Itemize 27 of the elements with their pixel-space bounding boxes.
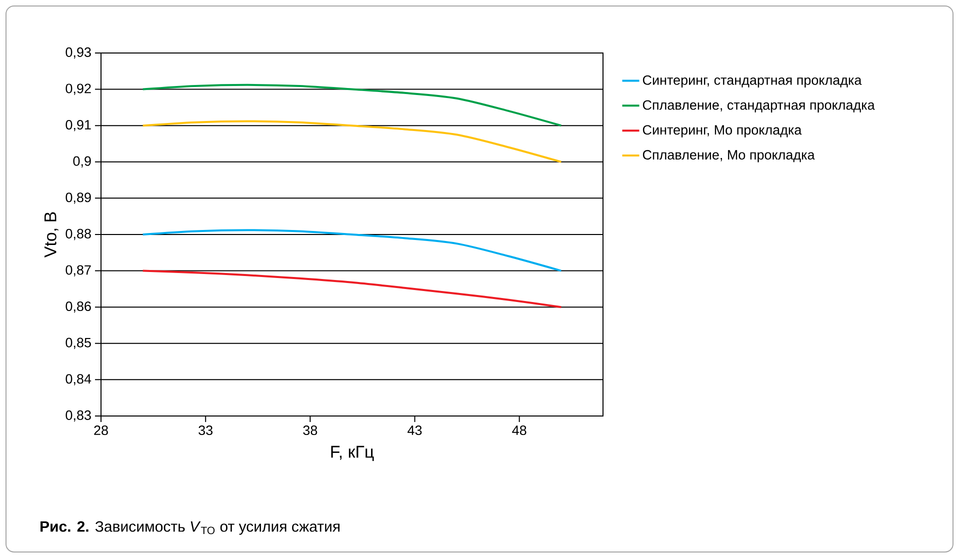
y-tick-label: 0,92 — [66, 84, 91, 95]
legend-label: Синтеринг, Mo прокладка — [642, 125, 802, 138]
x-tick-label: 43 — [408, 426, 422, 436]
x-tick-label: 38 — [303, 426, 318, 436]
y-tick-label: 0,84 — [66, 374, 92, 386]
legend-label: Синтеринг, стандартная прокладка — [642, 75, 862, 88]
line-series — [142, 84, 562, 127]
line-series — [142, 229, 562, 272]
y-tick-label: 0,93 — [66, 47, 91, 59]
x-axis-title: F, кГц — [331, 446, 374, 461]
x-tick-label: 48 — [512, 426, 526, 436]
y-axis-title: Vto, В — [44, 212, 58, 258]
y-tick-label: 0,87 — [66, 265, 91, 276]
y-tick-label: 0,89 — [66, 192, 91, 204]
y-tick-label: 0,88 — [66, 228, 91, 240]
x-tick-label: 28 — [94, 426, 108, 436]
line-series — [142, 270, 562, 308]
y-tick-label: 0,86 — [66, 302, 91, 313]
legend-label: Сплавление, стандартная прокладка — [642, 100, 875, 112]
x-tick-label: 33 — [198, 426, 213, 436]
y-tick-label: 0,91 — [66, 120, 91, 132]
y-tick-label: 0,85 — [66, 338, 91, 349]
text: Рис. 2. Зависимость V$_{TO}$ от усилия сжатия — [40, 521, 340, 535]
legend-label: Сплавление, Mo прокладка — [642, 150, 815, 162]
y-tick-label: 0,83 — [66, 410, 91, 422]
y-tick-label: 0,9 — [73, 156, 91, 168]
line-series — [142, 120, 562, 163]
